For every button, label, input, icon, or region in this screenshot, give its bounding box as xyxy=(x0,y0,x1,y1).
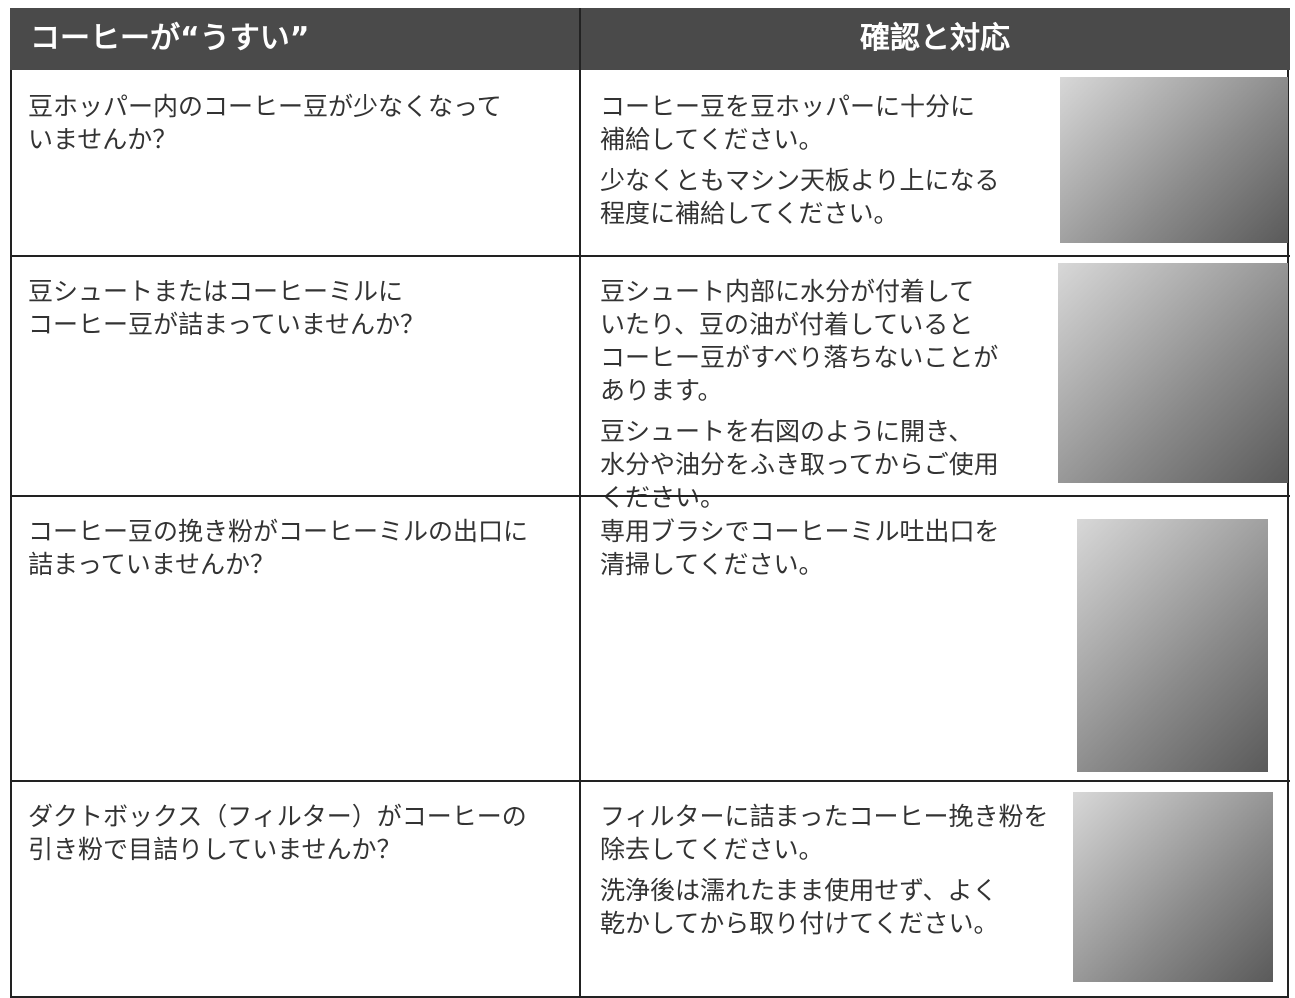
problem-line: 詰まっていませんか？ xyxy=(28,550,276,579)
solution-line: 水分や油分をふき取ってからご使用 xyxy=(600,450,999,479)
solution-line: あります。 xyxy=(600,376,723,405)
solution-line: 専用ブラシでコーヒーミル吐出口を xyxy=(600,517,1000,546)
solution-line: コーヒー豆がすべり落ちないことが xyxy=(600,343,999,372)
photo xyxy=(1060,77,1288,243)
solution-line: コーヒー豆を豆ホッパーに十分に xyxy=(600,92,976,121)
solution-line: 豆シュートを右図のように開き、 xyxy=(600,417,974,446)
solution-line: 除去してください。 xyxy=(600,835,824,864)
column-divider xyxy=(579,8,581,998)
row-divider xyxy=(10,495,1290,497)
row-divider xyxy=(10,780,1290,782)
solution-line: フィルターに詰まったコーヒー挽き粉を xyxy=(600,802,1049,831)
solution-line: 豆シュート内部に水分が付着して xyxy=(600,277,975,306)
problem-line: コーヒー豆が詰まっていませんか？ xyxy=(28,310,426,339)
photo xyxy=(1073,792,1273,982)
solution-line: 補給してください。 xyxy=(600,125,824,154)
problem-line: 豆ホッパー内のコーヒー豆が少なくなって xyxy=(28,92,502,121)
header-solution: 確認と対応 xyxy=(860,21,1010,56)
problem-line: いませんか？ xyxy=(28,125,178,154)
solution-line: ください。 xyxy=(600,483,726,512)
problem-line: コーヒー豆の挽き粉がコーヒーミルの出口に xyxy=(28,517,529,546)
problem-line: ダクトボックス（フィルター）がコーヒーの xyxy=(28,802,527,831)
photo xyxy=(1058,263,1288,483)
header-bar xyxy=(10,8,1290,70)
problem-line: 豆シュートまたはコーヒーミルに xyxy=(28,277,404,306)
header-problem: コーヒーが“うすい” xyxy=(30,21,310,56)
problem-line: 引き粉で目詰りしていませんか？ xyxy=(28,835,402,864)
solution-line: 程度に補給してください。 xyxy=(600,199,899,228)
solution-line: 少なくともマシン天板より上になる xyxy=(600,166,1000,195)
solution-line: いたり、豆の油が付着していると xyxy=(600,310,974,339)
row-divider xyxy=(10,255,1290,257)
solution-line: 洗浄後は濡れたまま使用せず、よく xyxy=(600,876,998,905)
solution-line: 乾かしてから取り付けてください。 xyxy=(600,909,999,938)
photo xyxy=(1077,519,1268,772)
solution-line: 清掃してください。 xyxy=(600,550,824,579)
